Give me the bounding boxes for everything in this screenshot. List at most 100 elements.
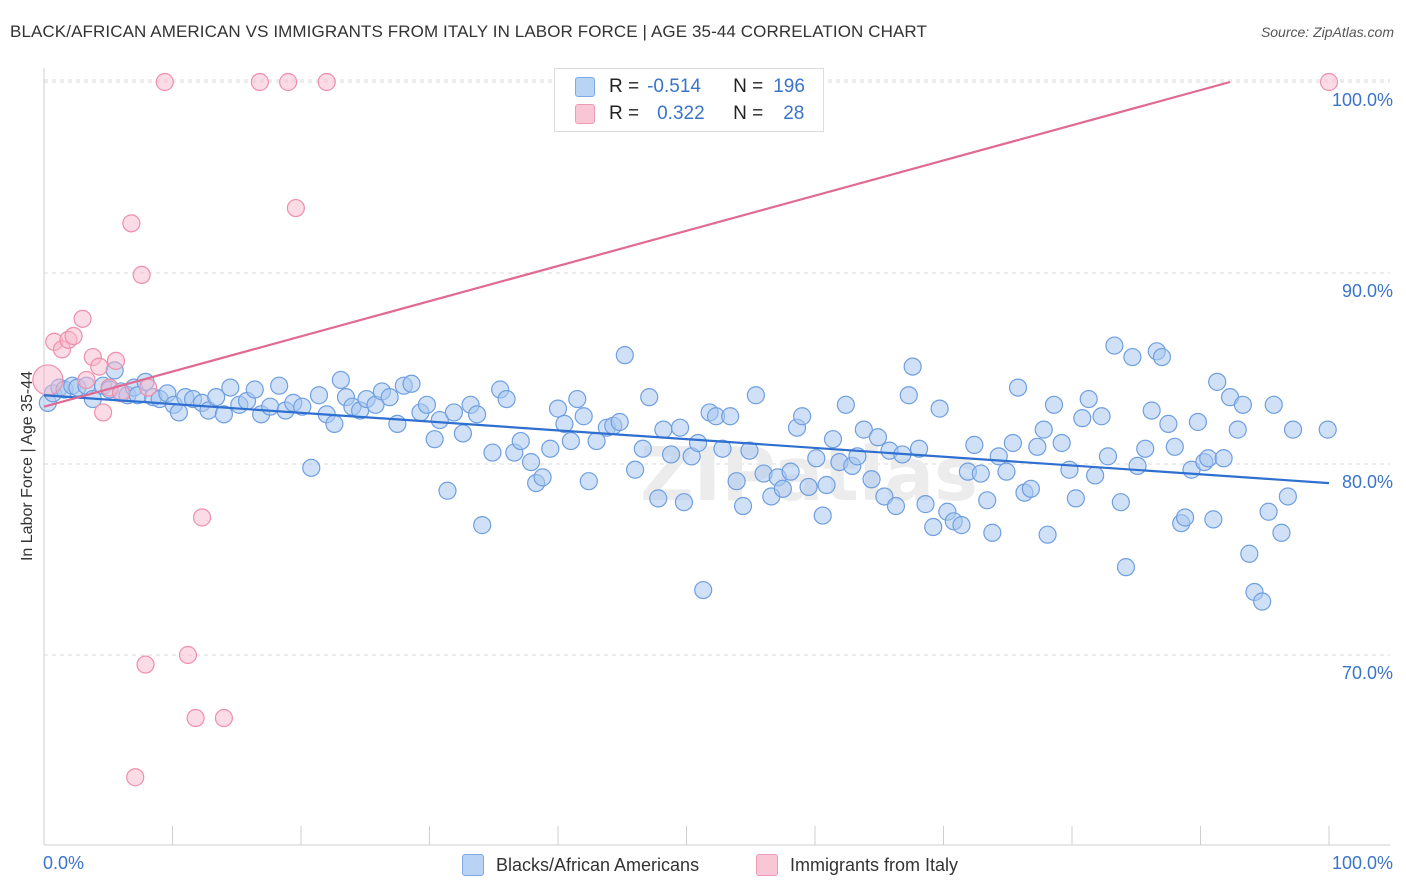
data-point-blacks (1079, 389, 1098, 409)
data-point-blacks (670, 418, 690, 437)
data-point-blacks (1008, 378, 1028, 397)
data-point-blacks (568, 389, 587, 409)
data-point-blacks (868, 428, 888, 447)
data-point-blacks (497, 389, 516, 409)
legend-r-value: 0.322 (657, 103, 705, 124)
data-point-italy (250, 72, 269, 92)
data-point-blacks (924, 517, 943, 537)
trend-line-blacks (43, 394, 1330, 485)
data-point-blacks (417, 395, 437, 414)
data-point-blacks (1128, 456, 1147, 476)
data-point-italy (186, 708, 205, 728)
data-point-blacks (555, 414, 574, 433)
data-point-italy (155, 72, 174, 92)
data-point-blacks (978, 491, 997, 510)
data-point-blacks (1165, 437, 1184, 456)
data-point-italy (132, 265, 151, 285)
data-point-blacks (971, 464, 990, 483)
data-point-blacks (733, 496, 753, 516)
data-point-blacks (1204, 510, 1223, 529)
legend-n-label: N = (733, 103, 764, 124)
data-point-blacks (721, 407, 740, 426)
data-point-blacks (1098, 447, 1118, 466)
y-axis-label: In Labor Force | Age 35-44 (19, 370, 36, 562)
data-point-blacks (694, 580, 713, 600)
legend-swatch-pink (575, 104, 595, 124)
data-point-italy (64, 326, 83, 346)
data-point-italy (94, 403, 113, 422)
data-point-blacks (781, 462, 800, 481)
data-point-blacks (640, 388, 659, 407)
data-point-blacks (533, 468, 552, 487)
data-point-blacks (633, 439, 652, 458)
data-point-blacks (1111, 493, 1130, 512)
legend-n-value: 196 (773, 76, 805, 97)
data-point-italy (90, 357, 109, 376)
data-point-blacks (169, 403, 189, 422)
data-point-blacks (1214, 449, 1233, 468)
data-point-blacks (1123, 347, 1142, 367)
data-point-blacks (625, 460, 645, 479)
data-point-blacks (1283, 420, 1303, 439)
data-point-blacks (615, 346, 634, 365)
data-point-blacks (438, 481, 457, 500)
data-point-blacks (1208, 372, 1227, 391)
y-tick-label: 80.0% (1342, 472, 1393, 492)
data-point-italy (73, 309, 92, 328)
series-italy-points (32, 72, 1339, 787)
trend-lines (43, 80, 1330, 485)
legend-n-label: N = (733, 76, 764, 97)
data-point-blacks (473, 516, 492, 535)
legend-n-value: 28 (783, 103, 805, 124)
data-point-blacks (270, 376, 289, 395)
data-point-blacks (965, 435, 984, 454)
data-point-blacks (1066, 489, 1085, 508)
data-point-blacks (541, 439, 560, 458)
data-point-blacks (773, 479, 792, 498)
data-point-blacks (1142, 401, 1161, 420)
data-point-blacks (997, 462, 1016, 481)
y-tick-label: 100.0% (1332, 90, 1393, 110)
data-point-blacks (1052, 433, 1071, 453)
data-point-blacks (1044, 395, 1064, 414)
data-point-italy (77, 370, 96, 390)
data-point-blacks (793, 407, 812, 426)
legend-r-label: R = (609, 76, 640, 97)
data-point-italy (136, 655, 155, 674)
series-blacks-points (38, 336, 1337, 611)
data-point-blacks (548, 399, 568, 418)
data-point-blacks (1003, 433, 1022, 453)
data-point-blacks (331, 370, 350, 390)
data-point-blacks (1175, 508, 1195, 527)
legend-r-label: R = (609, 103, 640, 124)
legend-r-value: -0.514 (647, 76, 701, 97)
data-point-blacks (713, 439, 732, 458)
data-point-blacks (886, 496, 906, 516)
data-point-italy (178, 645, 198, 665)
data-point-blacks (983, 523, 1002, 542)
data-point-italy (214, 708, 233, 728)
data-point-italy (138, 378, 158, 397)
data-point-blacks (1264, 395, 1283, 414)
data-point-blacks (221, 378, 240, 397)
x-tick-label-max: 100.0% (1332, 853, 1393, 873)
legend-swatch-blue (575, 77, 595, 97)
data-point-blacks (688, 433, 708, 453)
data-point-italy (279, 72, 298, 92)
stats-legend: R = -0.514 N = 196 R = 0.322 N = 28 (554, 68, 824, 132)
data-point-blacks (1136, 439, 1155, 458)
data-point-blacks (1073, 409, 1092, 428)
data-point-blacks (746, 386, 765, 405)
data-point-italy (192, 508, 212, 527)
data-point-blacks (561, 431, 580, 451)
data-point-blacks (1199, 449, 1218, 468)
bottom-legend-swatch-blue (462, 854, 484, 876)
data-point-blacks (293, 397, 312, 416)
data-point-italy (126, 768, 145, 787)
data-point-blacks (1272, 523, 1291, 542)
data-point-italy (106, 351, 126, 370)
data-point-blacks (1240, 544, 1259, 563)
data-point-blacks (1060, 460, 1079, 479)
bottom-legend-label-blacks: Blacks/African Americans (496, 854, 700, 875)
data-point-blacks (207, 388, 226, 407)
